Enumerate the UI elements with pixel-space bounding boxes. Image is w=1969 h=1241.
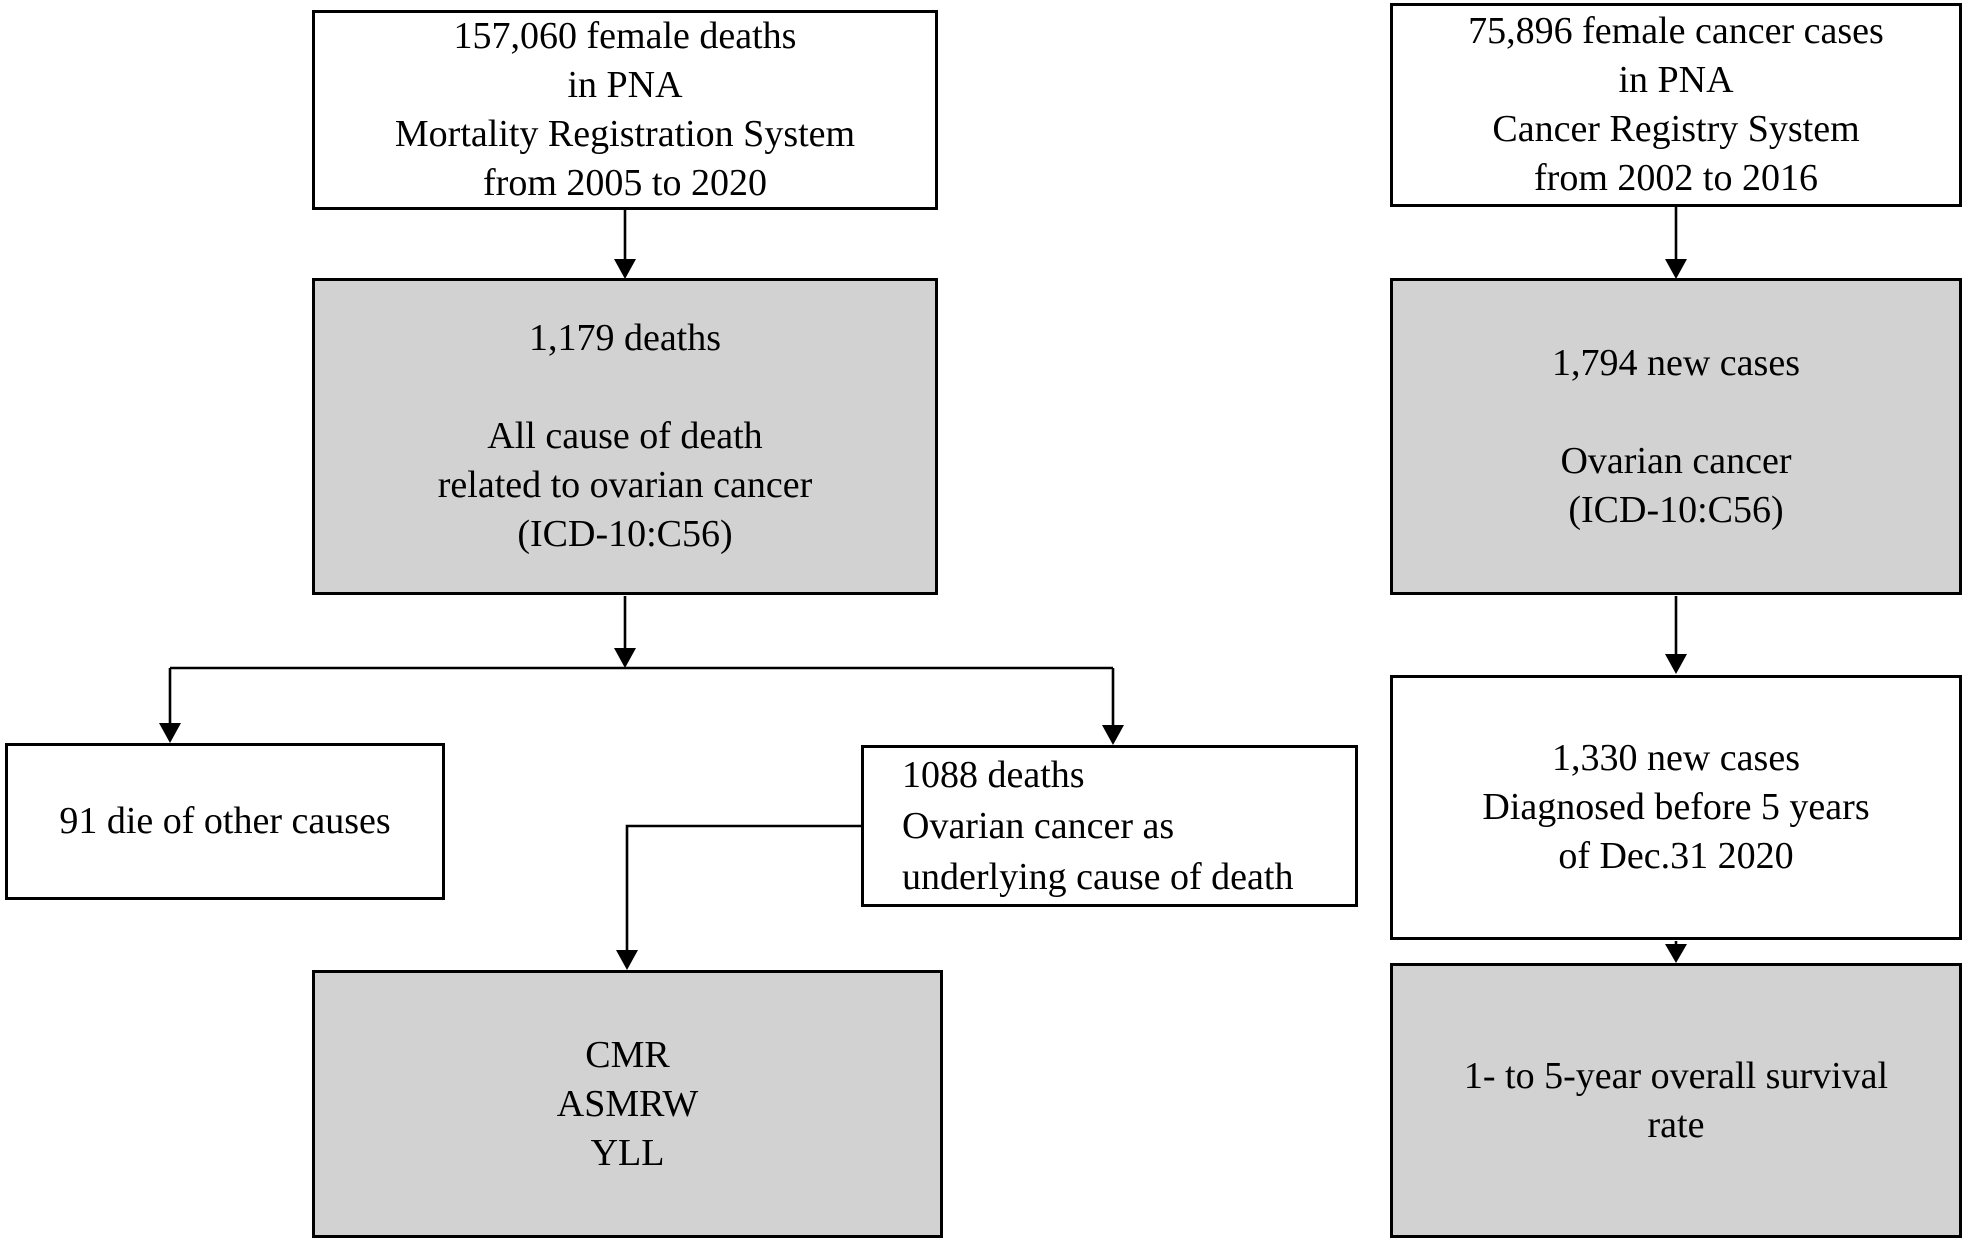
text-line: 1,794 new cases [1552, 341, 1800, 384]
text-line: underlying cause of death [902, 855, 1294, 898]
ovarian-cases-cohort-box: 1,794 new cases Ovarian cancer (ICD-10:C… [1390, 278, 1962, 595]
text-line: Mortality Registration System [394, 113, 856, 155]
text-line: from 2005 to 2020 [483, 162, 767, 204]
text-line: 91 die of other causes [59, 800, 391, 842]
mortality-outcomes-box: CMR ASMRW YLL [312, 970, 943, 1238]
text-line: CMR [585, 1033, 670, 1076]
survival-outcome-box: 1- to 5-year overall survival rate [1390, 963, 1962, 1238]
text-line: All cause of death [487, 415, 763, 457]
text-line: YLL [590, 1131, 665, 1174]
diagnosed-cases-box: 1,330 new cases Diagnosed before 5 years… [1390, 675, 1962, 940]
text-line: in PNA [567, 64, 683, 106]
connector-underlying-to-outcome [616, 824, 861, 970]
underlying-cause-box: 1088 deaths Ovarian cancer as underlying… [861, 745, 1358, 907]
text-line: (ICD-10:C56) [1568, 488, 1784, 531]
text-line: Ovarian cancer [1560, 439, 1792, 482]
text-line: from 2002 to 2016 [1534, 157, 1818, 199]
connector-cohort-to-branch [614, 596, 636, 668]
connector-branch-to-underlying [1102, 668, 1124, 745]
connector-mortality-to-cohort [614, 210, 636, 279]
text-line: 157,060 female deaths [453, 15, 797, 57]
text-line: Diagnosed before 5 years [1482, 786, 1870, 828]
connector-branch-to-other-causes [159, 668, 181, 743]
connector-diagnosed-to-survival [1665, 941, 1687, 963]
text-line: 1,179 deaths [528, 317, 722, 359]
text-line: 1088 deaths [902, 753, 1085, 796]
text-line: (ICD-10:C56) [517, 513, 733, 555]
text-line: ASMRW [556, 1082, 699, 1125]
text-line: related to ovarian cancer [437, 464, 813, 506]
connector-cohort-to-diagnosed [1665, 596, 1687, 674]
text-line: rate [1647, 1103, 1705, 1146]
connector-registry-to-cohort [1665, 207, 1687, 279]
mortality-registry-source-box: 157,060 female deaths in PNA Mortality R… [312, 10, 938, 210]
ovarian-deaths-cohort-box: 1,179 deaths All cause of death related … [312, 278, 938, 595]
text-line: 1,330 new cases [1552, 737, 1800, 779]
other-causes-box: 91 die of other causes [5, 743, 445, 900]
text-line: Ovarian cancer as [902, 804, 1175, 847]
text-line: of Dec.31 2020 [1558, 835, 1794, 877]
text-line: Cancer Registry System [1492, 108, 1860, 150]
cancer-registry-source-box: 75,896 female cancer cases in PNA Cancer… [1390, 3, 1962, 207]
text-line: in PNA [1618, 59, 1734, 101]
text-line: 75,896 female cancer cases [1468, 10, 1884, 52]
text-line: 1- to 5-year overall survival [1463, 1054, 1889, 1097]
